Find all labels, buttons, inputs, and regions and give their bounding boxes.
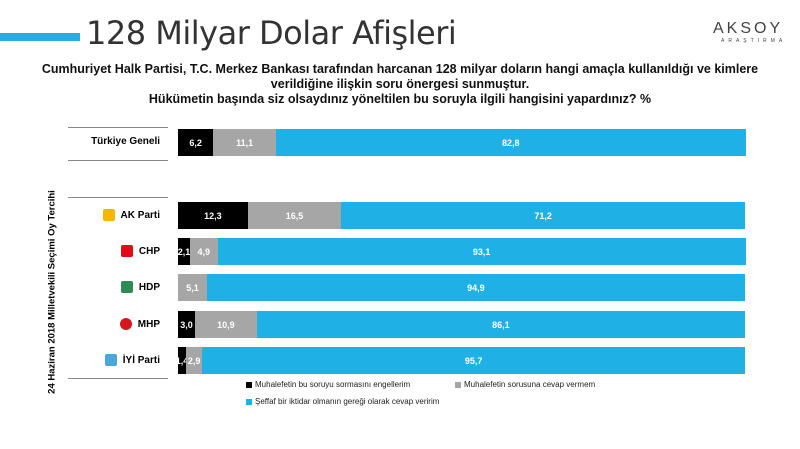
bar-segment: 2,1 <box>178 238 190 265</box>
bar-segment: 3,0 <box>178 311 195 338</box>
legend-swatch <box>246 398 252 405</box>
category-text: Türkiye Geneli <box>91 136 160 147</box>
bar-segment: 94,9 <box>206 274 745 301</box>
legend-label: Muhalefetin bu soruyu sormasını engeller… <box>255 380 411 389</box>
party-logo-icon <box>120 281 133 293</box>
divider <box>68 160 168 161</box>
party-logo-icon <box>104 354 117 366</box>
subtitle: Cumhuriyet Halk Partisi, T.C. Merkez Ban… <box>0 62 800 107</box>
data-label: 93,1 <box>472 246 491 257</box>
data-label: 12,3 <box>204 210 222 221</box>
bar-segment: 93,1 <box>217 238 746 265</box>
data-label: 5,1 <box>186 282 199 293</box>
data-label: 95,7 <box>464 355 483 366</box>
data-label: 2,9 <box>187 355 201 366</box>
subtitle-line: Hükümetin başında siz olsaydınız yönelti… <box>148 92 652 106</box>
subtitle-line: verildiğine ilişkin soru önergesi sunmuş… <box>270 77 530 91</box>
bar-segment: 1,4 <box>175 347 189 374</box>
bar-segment: 10,9 <box>195 311 257 338</box>
data-label: 11,1 <box>236 137 254 148</box>
data-label: 6,2 <box>189 137 202 148</box>
category-label: AK Parti <box>102 209 160 221</box>
legend-item: Muhalefetin sorusuna cevap vermem <box>455 380 595 389</box>
bar-segment: 16,5 <box>247 202 342 229</box>
category-label: MHP <box>119 318 160 330</box>
y-axis-label: 24 Haziran 2018 Milletvekili Seçimi Oy T… <box>46 190 58 394</box>
data-label: 94,9 <box>467 282 485 293</box>
data-label: 1,4 <box>175 355 189 366</box>
party-logo-icon <box>120 245 133 257</box>
page-title: 128 Milyar Dolar Afişleri <box>86 14 457 52</box>
subtitle-line: Cumhuriyet Halk Partisi, T.C. Merkez Ban… <box>41 62 759 76</box>
category-text: CHP <box>138 245 160 257</box>
accent-bar <box>0 33 80 41</box>
bar-segment: 86,1 <box>256 311 745 338</box>
category-label: HDP <box>120 281 160 293</box>
category-text: AK Parti <box>120 209 160 221</box>
data-label: 3,0 <box>180 319 193 330</box>
bar-segment: 6,2 <box>178 129 214 156</box>
category-label: Türkiye Geneli <box>91 136 160 147</box>
logo-subtext: ARAŞTIRMA <box>721 38 787 44</box>
divider <box>68 378 168 379</box>
party-logo-icon <box>102 209 115 221</box>
data-label: 4,9 <box>197 246 211 257</box>
logo-text: AKSOY <box>713 20 784 37</box>
data-label: 2,1 <box>177 246 191 257</box>
data-label: 10,9 <box>217 319 235 330</box>
data-label: 71,2 <box>534 210 552 221</box>
category-label: İYİ Parti <box>104 354 160 366</box>
category-text: HDP <box>138 281 160 293</box>
data-label: 86,1 <box>492 319 510 330</box>
legend-item: Muhalefetin bu soruyu sormasını engeller… <box>246 380 410 389</box>
legend-swatch <box>246 381 252 388</box>
bar-segment: 82,8 <box>276 129 746 156</box>
category-text: MHP <box>137 318 160 330</box>
legend-swatch <box>455 381 461 388</box>
legend-label: Şeffaf bir iktidar olmanın gereği olarak… <box>255 397 440 406</box>
logo: AKSOY ARAŞTIRMA <box>713 20 786 44</box>
divider <box>68 127 168 128</box>
bar-segment: 12,3 <box>178 202 248 229</box>
bar-segment: 71,2 <box>341 202 745 229</box>
bar-segment: 2,9 <box>185 347 203 374</box>
party-logo-icon <box>119 318 132 330</box>
legend-item: Şeffaf bir iktidar olmanın gereği olarak… <box>246 397 439 406</box>
divider <box>68 197 168 198</box>
bar-segment: 4,9 <box>189 238 218 265</box>
bar-segment: 95,7 <box>202 347 745 374</box>
data-label: 82,8 <box>502 137 520 148</box>
category-text: İYİ Parti <box>122 354 160 366</box>
data-label: 16,5 <box>285 210 304 221</box>
bar-segment: 11,1 <box>213 129 277 156</box>
category-label: CHP <box>120 245 160 257</box>
legend-label: Muhalefetin sorusuna cevap vermem <box>464 380 596 389</box>
bar-segment: 5,1 <box>178 274 207 301</box>
